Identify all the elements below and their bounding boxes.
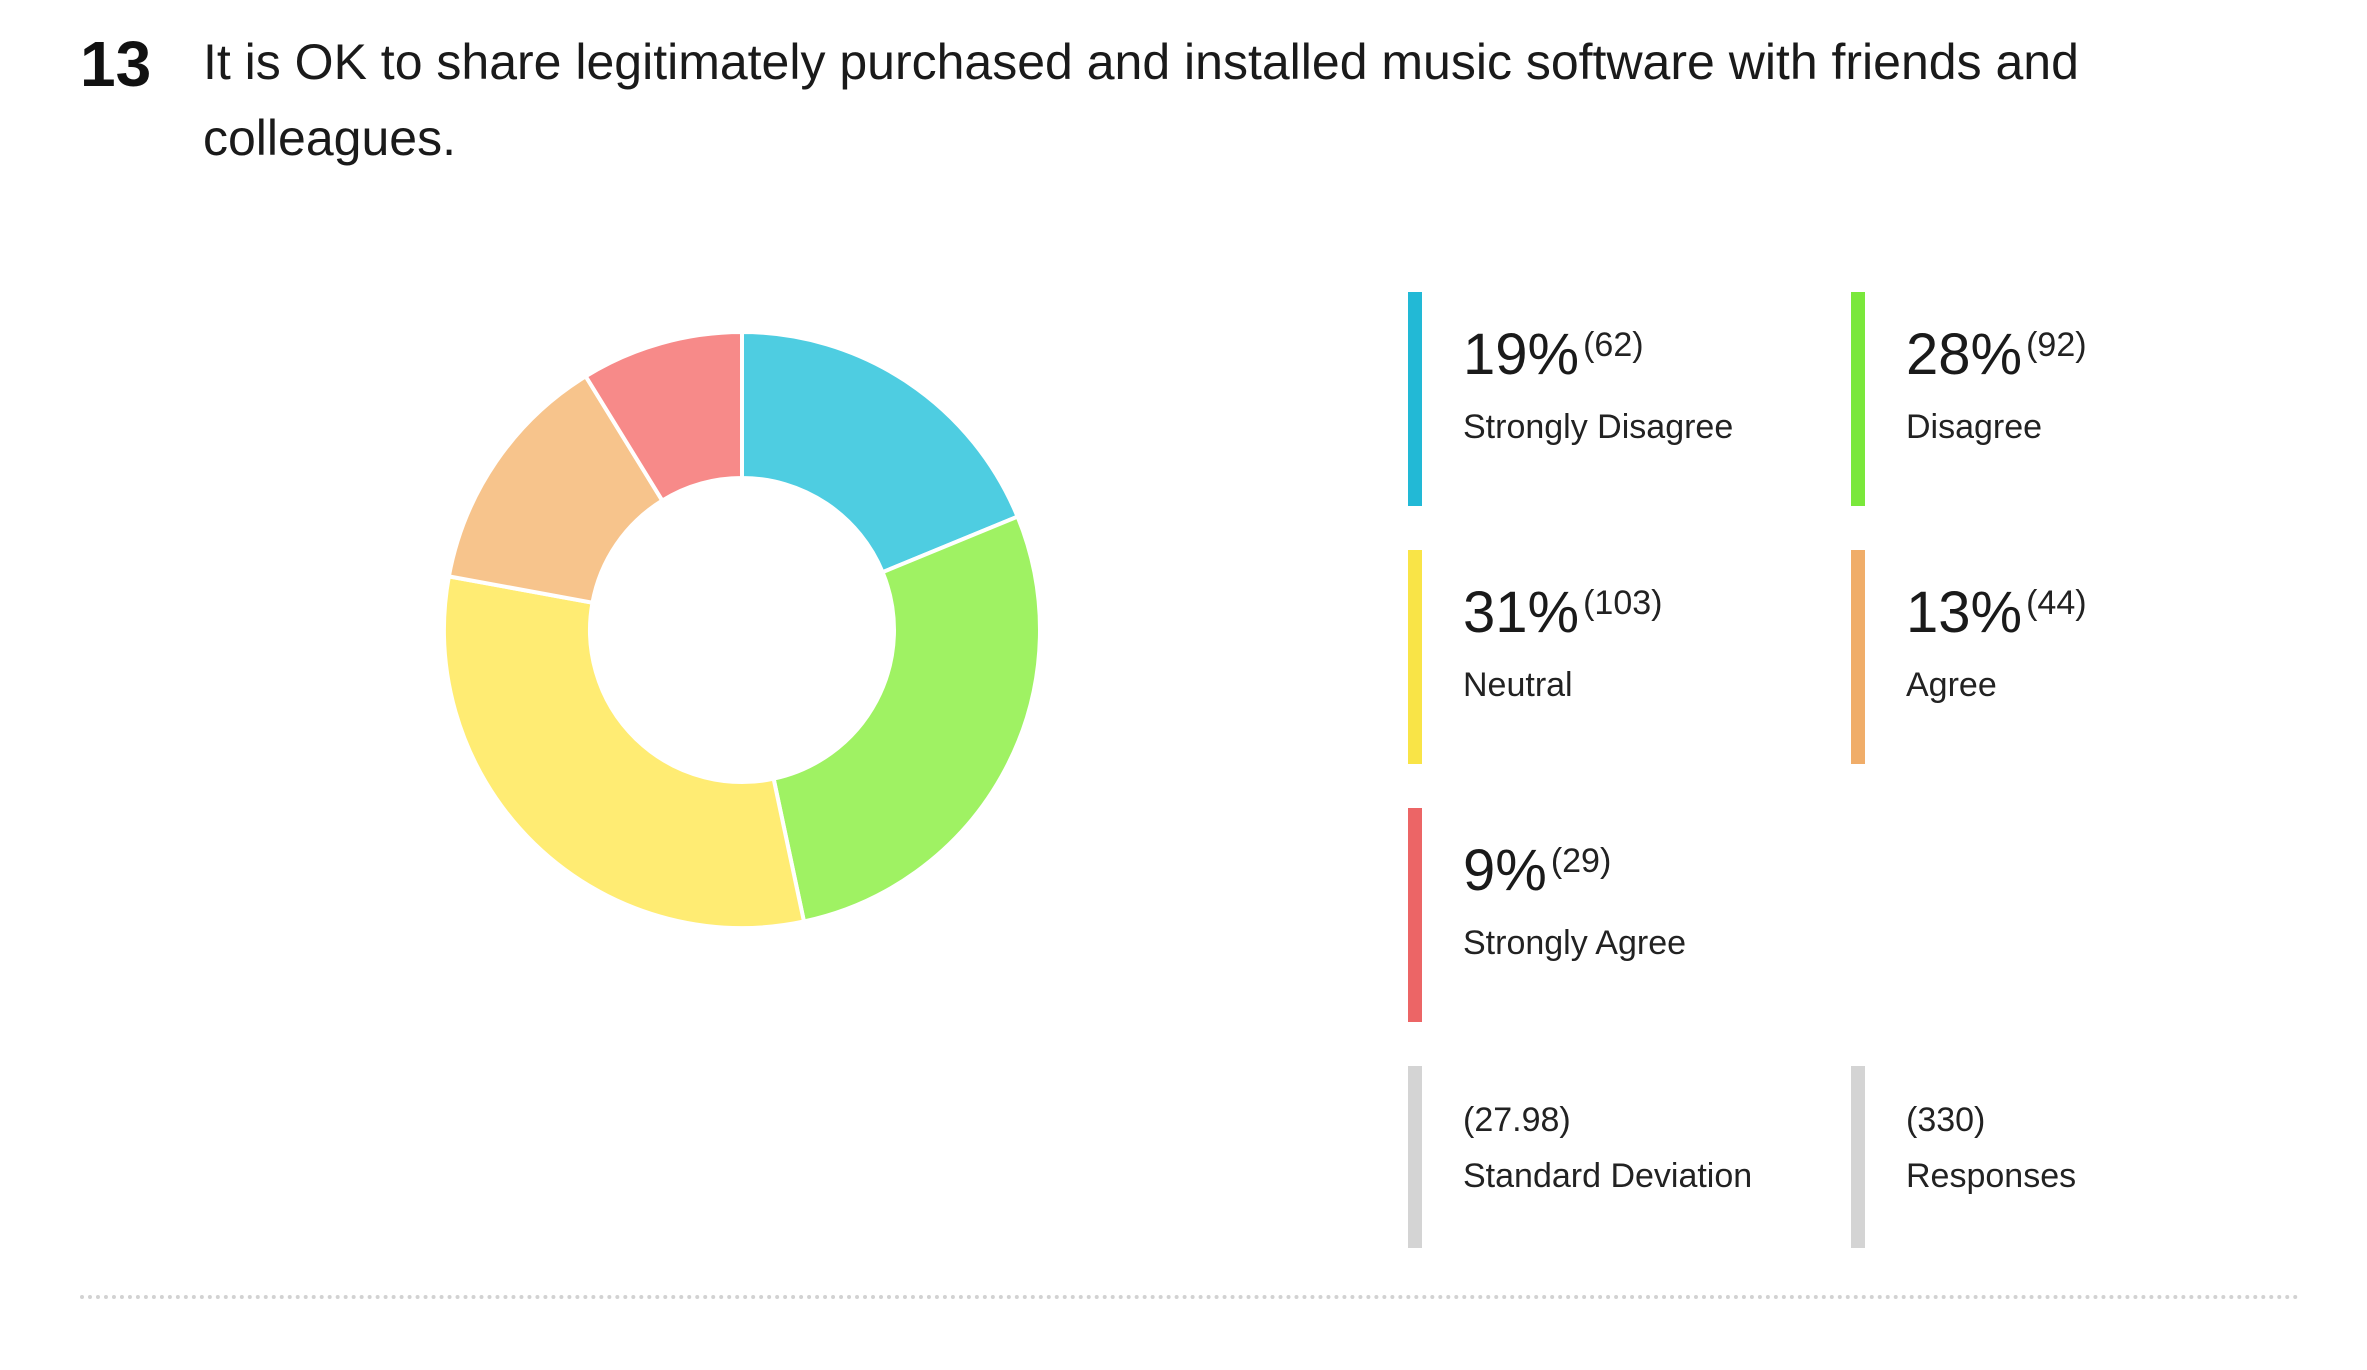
legend-color-bar xyxy=(1851,550,1865,764)
stat-responses: (330) Responses xyxy=(1851,1066,2271,1248)
legend-item-agree: 13% (44) Agree xyxy=(1851,550,2271,764)
legend-count: (29) xyxy=(1550,842,1612,880)
legend-color-bar xyxy=(1408,292,1422,506)
stat-bar xyxy=(1408,1066,1422,1248)
legend-percent: 28% xyxy=(1906,322,2023,387)
legend-label: Strongly Agree xyxy=(1463,924,1687,962)
legend-item-strongly-agree: 9% (29) Strongly Agree xyxy=(1408,808,1828,1022)
stat-label: Standard Deviation xyxy=(1463,1157,1753,1195)
legend-percent: 31% xyxy=(1463,580,1580,645)
legend-label: Disagree xyxy=(1906,408,2043,446)
stat-label: Responses xyxy=(1906,1157,2077,1195)
legend-value: 13% (44) xyxy=(1906,580,2087,646)
legend-value: 19% (62) xyxy=(1463,322,1644,388)
legend-label: Strongly Disagree xyxy=(1463,408,1734,446)
section-divider xyxy=(80,1295,2300,1299)
legend-value: 28% (92) xyxy=(1906,322,2087,388)
donut-slice-strongly-agree xyxy=(582,329,744,504)
donut-slice-strongly-disagree xyxy=(740,329,1021,575)
legend-count: (92) xyxy=(2026,326,2087,364)
donut-slice-neutral xyxy=(442,574,807,930)
legend-percent: 19% xyxy=(1463,322,1580,387)
legend-value: 9% (29) xyxy=(1463,838,1611,904)
legend-color-bar xyxy=(1851,292,1865,506)
legend-count: (62) xyxy=(1583,326,1644,364)
legend-label: Neutral xyxy=(1463,666,1573,704)
stat-value: (27.98) xyxy=(1463,1101,1571,1139)
legend-percent: 13% xyxy=(1906,580,2023,645)
legend-count: (103) xyxy=(1583,584,1663,622)
stat-standard-deviation: (27.98) Standard Deviation xyxy=(1408,1066,1828,1248)
stat-value: (330) xyxy=(1906,1101,1986,1139)
legend-color-bar xyxy=(1408,808,1422,1022)
legend-label: Agree xyxy=(1906,666,1997,704)
legend-item-neutral: 31% (103) Neutral xyxy=(1408,550,1828,764)
legend-percent: 9% xyxy=(1463,838,1547,903)
legend-value: 31% (103) xyxy=(1463,580,1662,646)
legend-item-strongly-disagree: 19% (62) Strongly Disagree xyxy=(1408,292,1828,506)
question-title: It is OK to share legitimately purchased… xyxy=(203,34,2079,166)
legend-count: (44) xyxy=(2026,584,2087,622)
legend-color-bar xyxy=(1408,550,1422,764)
stat-bar xyxy=(1851,1066,1865,1248)
donut-slice-disagree xyxy=(771,514,1042,924)
legend-item-disagree: 28% (92) Disagree xyxy=(1851,292,2271,506)
donut-slice-agree xyxy=(446,373,666,605)
question-number: 13 xyxy=(80,28,152,100)
